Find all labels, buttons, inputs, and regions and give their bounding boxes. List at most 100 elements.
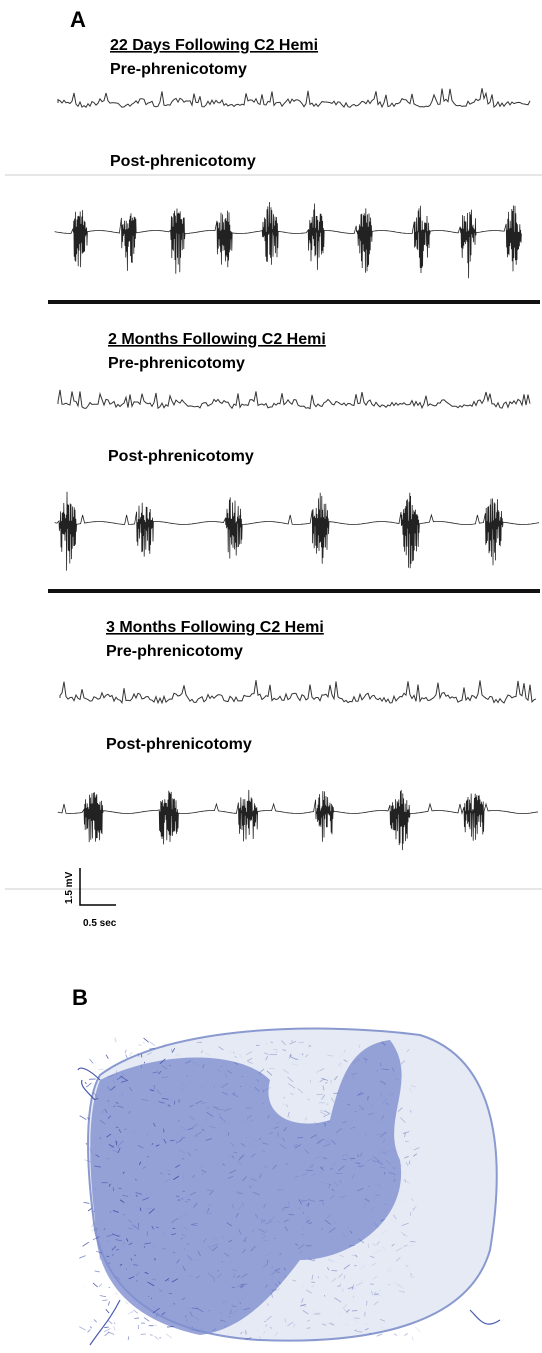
fiber [144, 1038, 149, 1042]
fiber [412, 1336, 413, 1341]
fiber [404, 1333, 407, 1335]
scale-label: 1.5 mV [64, 871, 75, 904]
fiber [88, 1330, 91, 1333]
fiber [84, 1202, 90, 1203]
fiber [100, 1296, 106, 1297]
fiber [79, 1256, 85, 1259]
fiber [126, 1055, 128, 1058]
fiber [125, 1302, 128, 1305]
fiber [108, 1263, 110, 1264]
fiber [155, 1325, 156, 1326]
fiber [392, 1219, 393, 1220]
fiber [116, 1250, 119, 1251]
fiber [267, 1045, 268, 1046]
fiber [186, 1076, 187, 1077]
trace-label: Pre-phrenicotomy [108, 355, 245, 372]
fiber [115, 1037, 116, 1042]
fiber [83, 1242, 89, 1246]
fiber [308, 1223, 312, 1224]
fiber [284, 1207, 289, 1208]
fiber [241, 1086, 242, 1087]
fiber [310, 1080, 311, 1083]
fiber [102, 1300, 107, 1301]
post-trace [55, 492, 539, 571]
post-trace [58, 790, 538, 850]
fiber [125, 1050, 127, 1053]
fiber [96, 1317, 98, 1318]
trace-label: Post-phrenicotomy [108, 448, 254, 465]
fiber [94, 1271, 99, 1272]
fiber [106, 1158, 108, 1159]
fiber [415, 1327, 421, 1332]
pre-trace [58, 390, 530, 409]
fiber [108, 1332, 114, 1335]
fiber [405, 1141, 409, 1142]
section-title: 2 Months Following C2 Hemi [108, 331, 326, 348]
panel-label: A [70, 7, 86, 32]
post-trace [55, 202, 521, 278]
fiber [194, 1260, 200, 1261]
fiber [377, 1334, 383, 1336]
fiber [307, 1328, 311, 1329]
fiber [150, 1042, 155, 1046]
fiber [154, 1336, 158, 1339]
fiber [394, 1334, 397, 1336]
scale-bar [80, 868, 116, 905]
fiber [90, 1059, 93, 1063]
fiber [222, 1091, 223, 1093]
fiber [234, 1052, 235, 1054]
fiber [130, 1052, 132, 1056]
fiber [144, 1318, 149, 1322]
fiber [79, 1327, 86, 1330]
fiber [85, 1082, 86, 1084]
fiber [94, 1319, 97, 1322]
fiber [92, 1223, 94, 1227]
fiber [269, 1068, 274, 1069]
fiber [99, 1284, 102, 1287]
fiber [98, 1069, 104, 1070]
fiber [112, 1255, 113, 1256]
fiber [151, 1298, 152, 1299]
fiber [370, 1105, 372, 1106]
fiber [82, 1284, 87, 1289]
fiber [394, 1076, 395, 1077]
fiber [104, 1328, 110, 1331]
fiber [134, 1318, 139, 1319]
pre-trace [60, 680, 536, 703]
fiber [234, 1152, 237, 1153]
fiber [104, 1327, 109, 1328]
fiber [128, 1336, 129, 1339]
fiber [114, 1326, 116, 1330]
fiber [150, 1335, 153, 1336]
fiber [80, 1116, 87, 1120]
fiber [90, 1321, 94, 1322]
fiber [86, 1083, 91, 1087]
fiber [368, 1096, 369, 1101]
fiber [143, 1042, 145, 1043]
fiber [88, 1208, 91, 1211]
figure: A 22 Days Following C2 Hemi Pre-phrenico… [0, 0, 542, 1353]
fiber [108, 1301, 109, 1305]
scale-label: 0.5 sec [83, 918, 117, 929]
fiber [324, 1295, 325, 1297]
fiber [106, 1309, 109, 1313]
fiber [296, 1059, 299, 1060]
fiber [166, 1334, 172, 1338]
trace-label: Pre-phrenicotomy [110, 61, 247, 78]
fiber [327, 1122, 330, 1123]
fiber [133, 1310, 138, 1314]
fiber [380, 1271, 381, 1272]
section-title: 3 Months Following C2 Hemi [106, 619, 324, 636]
fiber [321, 1173, 322, 1174]
fiber [114, 1322, 115, 1323]
histology-image [78, 1028, 500, 1345]
trace-label: Post-phrenicotomy [106, 736, 252, 753]
fiber [91, 1326, 92, 1328]
pre-trace [58, 88, 530, 107]
fiber [383, 1204, 388, 1205]
fiber [138, 1045, 141, 1046]
fiber [161, 1173, 163, 1174]
fiber [247, 1117, 248, 1121]
fiber [106, 1055, 108, 1059]
fiber [131, 1259, 132, 1261]
